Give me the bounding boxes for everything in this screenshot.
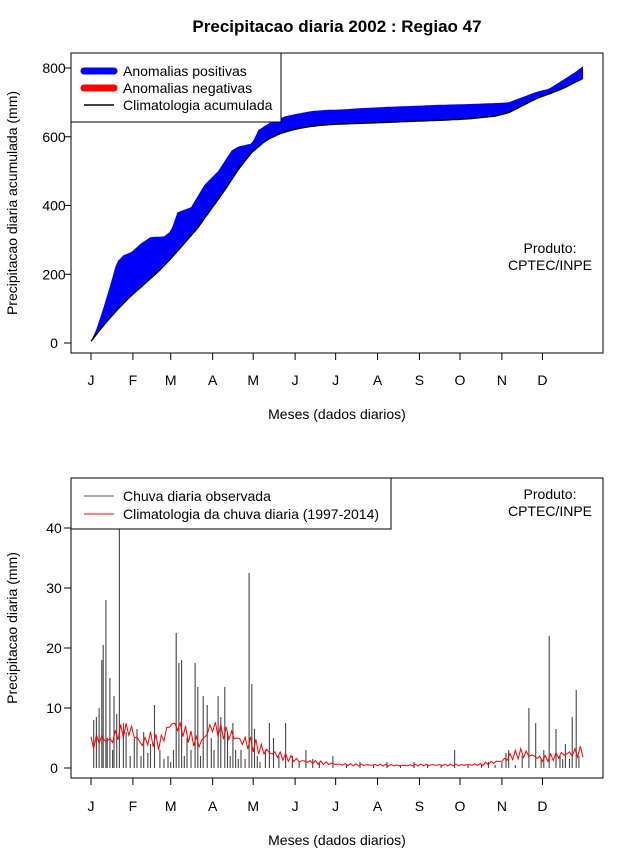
cumulative-chart: 0 200 400 600 800 J F M A M J J A S O N D Meses (dados …	[4, 52, 604, 422]
y-axis-label-bottom: Precipitacao diaria (mm)	[4, 552, 20, 704]
bottom-x-tick-label: J	[88, 798, 95, 814]
top-x-tick-label: M	[165, 372, 177, 388]
top-x-tick-label: M	[247, 372, 259, 388]
bottom-x-tick-label: F	[129, 798, 138, 814]
bottom-x-tick-label: N	[497, 798, 507, 814]
positive-anomaly-area	[91, 66, 583, 342]
y-axis-bottom: 0 10 20 30 40	[46, 520, 72, 776]
bottom-x-tick-label: S	[415, 798, 424, 814]
legend-bottom: Chuva diaria observada Climatologia da c…	[70, 477, 392, 530]
credit-line-1-bottom: Produto:	[524, 486, 577, 502]
x-axis-label-top: Meses (dados diarios)	[268, 406, 406, 422]
legend-label-climatology-daily: Climatologia da chuva diaria (1997-2014)	[123, 506, 379, 522]
top-y-tick-label: 800	[42, 60, 66, 76]
credit-line-2-bottom: CPTEC/INPE	[508, 503, 592, 519]
climatology-daily-line	[90, 721, 584, 767]
bottom-y-tick-label: 10	[46, 700, 62, 716]
bottom-y-tick-label: 40	[46, 520, 62, 536]
y-axis-label-top: Precipitacao diaria acumulada (mm)	[4, 91, 20, 315]
chart-title: Precipitacao diaria 2002 : Regiao 47	[192, 17, 481, 36]
daily-chart: 0 10 20 30 40 J F M A M J J A S O N D Meses (dados diar…	[4, 477, 604, 848]
top-x-tick-label: J	[292, 372, 299, 388]
legend-box-bottom	[70, 477, 392, 530]
top-x-tick-label: A	[208, 372, 218, 388]
bottom-y-tick-label: 0	[50, 760, 58, 776]
credit-line-1-top: Produto:	[524, 240, 577, 256]
bottom-x-tick-label: M	[247, 798, 259, 814]
legend-label-negative: Anomalias negativas	[123, 80, 252, 96]
bottom-x-tick-label: M	[165, 798, 177, 814]
top-y-tick-label: 600	[42, 129, 66, 145]
y-axis-top: 0 200 400 600 800	[42, 60, 72, 351]
climatology-cumulative-line	[90, 77, 584, 342]
top-x-tick-label: S	[415, 372, 424, 388]
credit-line-2-top: CPTEC/INPE	[508, 257, 592, 273]
top-x-tick-label: N	[497, 372, 507, 388]
bottom-x-tick-label: A	[208, 798, 218, 814]
top-x-tick-label: F	[129, 372, 138, 388]
bottom-x-tick-label: D	[537, 798, 547, 814]
top-x-tick-label: J	[332, 372, 339, 388]
legend-label-climatology: Climatologia acumulada	[123, 97, 273, 113]
top-x-tick-label: O	[455, 372, 466, 388]
daily-bars	[93, 528, 580, 768]
bottom-y-tick-label: 30	[46, 580, 62, 596]
bottom-x-tick-label: O	[455, 798, 466, 814]
top-y-tick-label: 200	[42, 266, 66, 282]
bottom-x-tick-label: J	[292, 798, 299, 814]
x-axis-label-bottom: Meses (dados diarios)	[268, 832, 406, 848]
top-x-tick-label: A	[373, 372, 383, 388]
legend-label-observed: Chuva diaria observada	[123, 488, 271, 504]
bottom-y-tick-label: 20	[46, 640, 62, 656]
top-y-tick-label: 400	[42, 198, 66, 214]
top-y-tick-label: 0	[50, 335, 58, 351]
legend-top: Anomalias positivas Anomalias negativas …	[70, 52, 282, 123]
bottom-x-tick-label: A	[373, 798, 383, 814]
top-x-tick-label: J	[88, 372, 95, 388]
bottom-x-tick-label: J	[332, 798, 339, 814]
top-x-tick-label: D	[537, 372, 547, 388]
legend-label-positive: Anomalias positivas	[123, 63, 247, 79]
